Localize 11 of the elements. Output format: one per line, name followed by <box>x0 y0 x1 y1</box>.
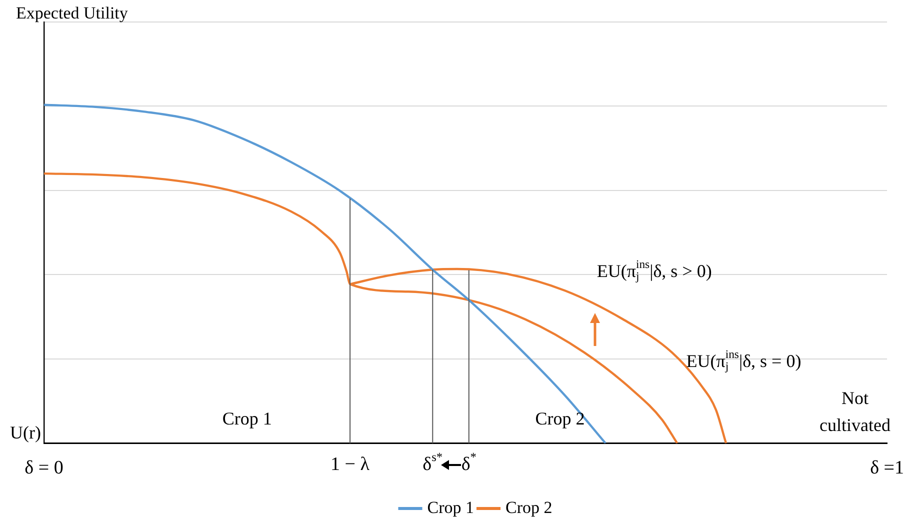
ref-line-label: δ* <box>461 450 476 476</box>
annotation: Not cultivated <box>820 388 891 436</box>
legend-label: Crop 1 <box>427 498 474 517</box>
ref-line-label: 1 − λ <box>330 454 370 476</box>
annotation: Crop 2 <box>535 408 585 428</box>
annotation: Crop 1 <box>222 408 272 428</box>
x-tick-label: δ =1 <box>870 458 904 479</box>
y-axis-title: Expected Utility <box>16 3 128 22</box>
legend-label: Crop 2 <box>506 498 552 517</box>
text: U(r) <box>10 422 42 443</box>
x-tick-label: δ = 0 <box>24 458 64 479</box>
